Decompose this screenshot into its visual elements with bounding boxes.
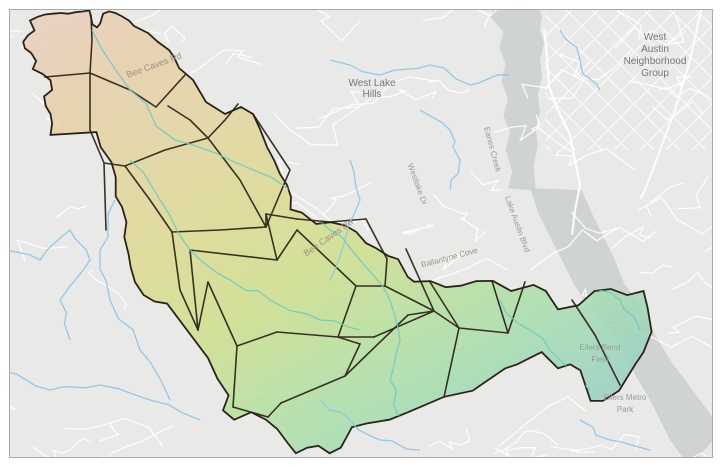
svg-text:Eilers Bend: Eilers Bend [580, 343, 621, 352]
svg-text:Neighborhood: Neighborhood [624, 56, 687, 67]
svg-text:Eilers Metro: Eilers Metro [604, 393, 647, 402]
svg-text:Park: Park [617, 405, 634, 414]
svg-text:Austin: Austin [641, 44, 669, 55]
svg-text:Hills: Hills [363, 89, 382, 100]
svg-text:West: West [644, 32, 667, 43]
svg-text:Group: Group [641, 68, 669, 79]
svg-text:Field: Field [591, 355, 608, 364]
svg-text:West Lake: West Lake [348, 78, 395, 89]
